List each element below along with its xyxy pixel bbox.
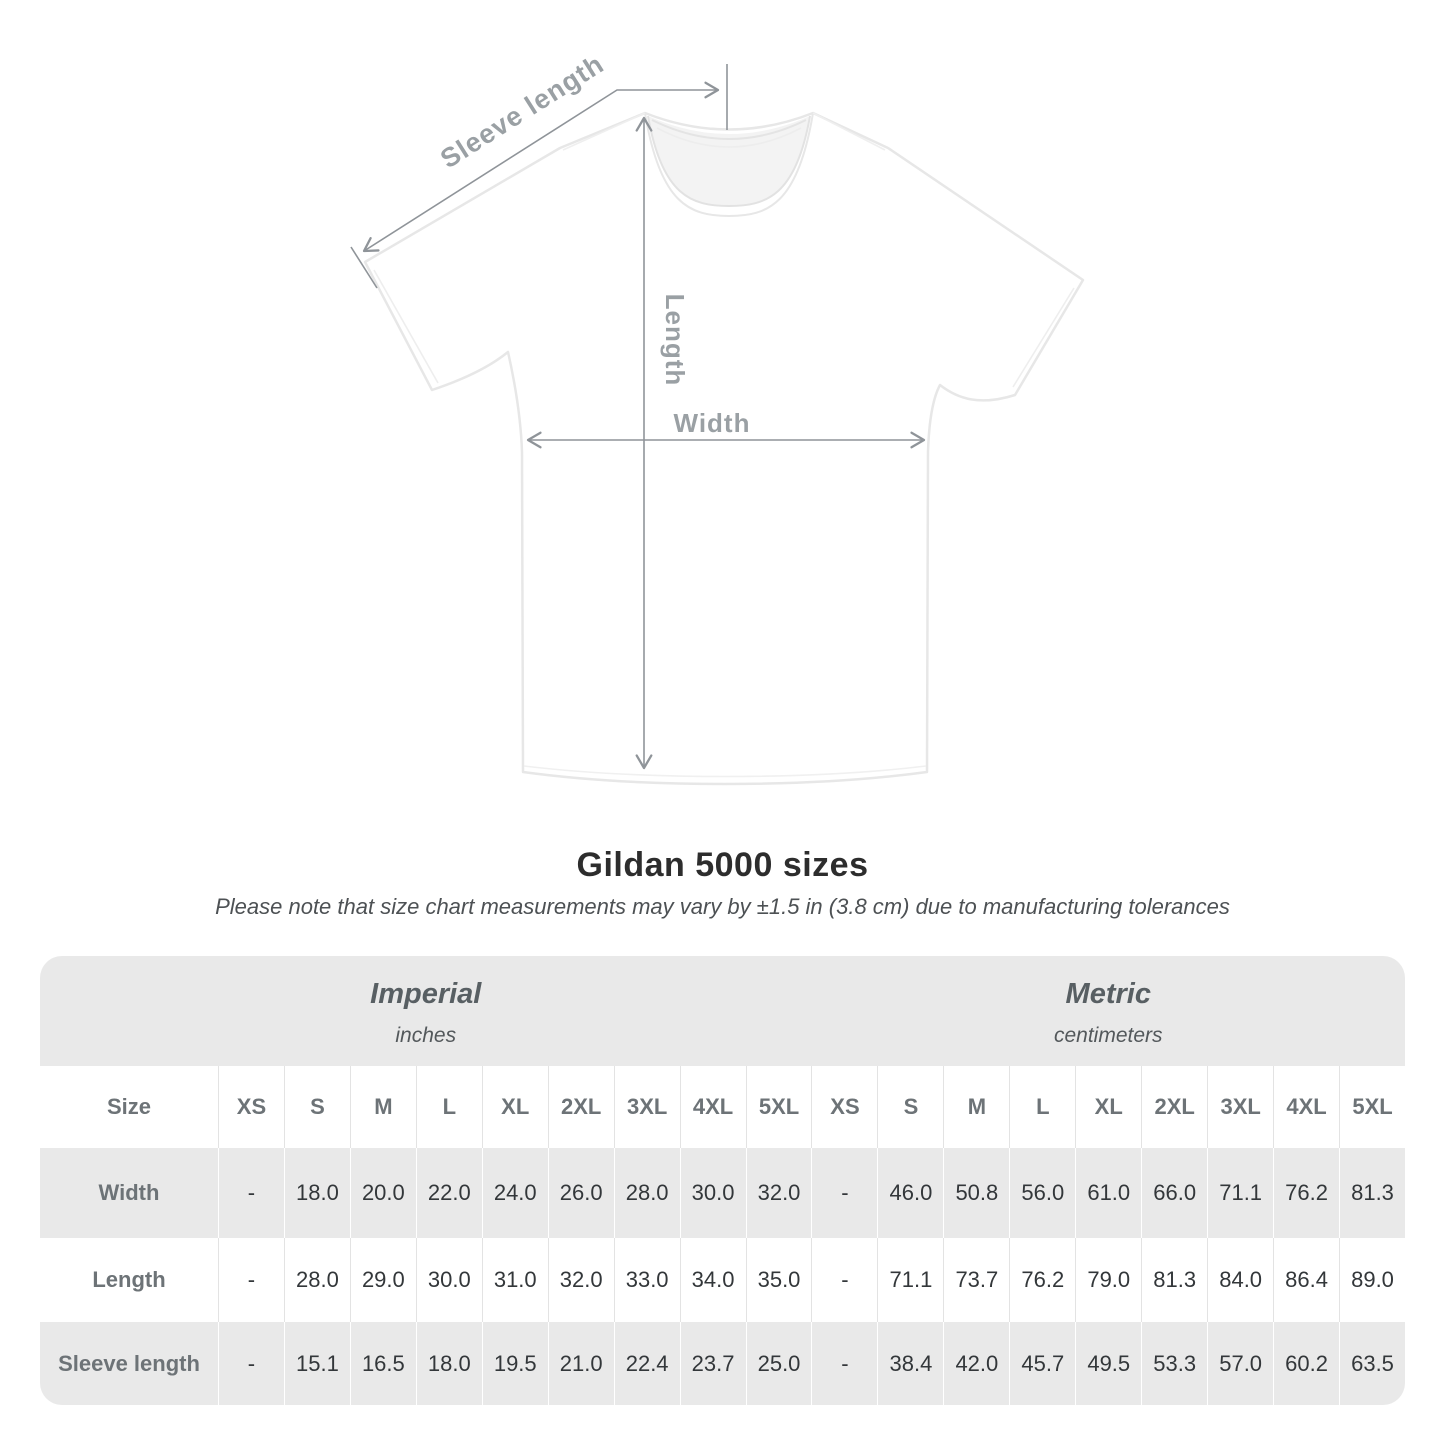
measurement-cell-metric: 71.1 (877, 1238, 944, 1322)
size-header-imperial: 3XL (613, 1066, 680, 1148)
measurement-cell-metric: 46.0 (877, 1148, 944, 1238)
imperial-label: Imperial (370, 978, 482, 1010)
sleeve-length-arrow (350, 64, 728, 289)
measurement-cell-metric: 42.0 (943, 1322, 1010, 1405)
size-header-imperial: L (415, 1066, 482, 1148)
measurement-cell-imperial: 22.4 (613, 1322, 680, 1405)
row-label: Width (40, 1148, 218, 1238)
measurement-cell-metric: 71.1 (1207, 1148, 1274, 1238)
size-header-imperial: 4XL (679, 1066, 746, 1148)
measurement-cell-imperial: 21.0 (547, 1322, 614, 1405)
measurement-cell-metric: - (811, 1322, 878, 1405)
measurement-cell-imperial: 35.0 (745, 1238, 812, 1322)
measurement-cell-metric: 89.0 (1339, 1238, 1405, 1322)
measurement-cell-metric: 81.3 (1141, 1238, 1208, 1322)
measurement-cell-imperial: 28.0 (613, 1148, 680, 1238)
measurement-cell-imperial: 28.0 (283, 1238, 350, 1322)
tshirt-measurement-diagram: Sleeve length Length Width (350, 49, 1085, 786)
measurement-cell-imperial: 18.0 (415, 1322, 482, 1405)
size-header-metric: 5XL (1339, 1066, 1405, 1148)
size-header-metric: 4XL (1273, 1066, 1340, 1148)
measurement-cell-metric: 56.0 (1009, 1148, 1076, 1238)
measurement-cell-imperial: 29.0 (349, 1238, 416, 1322)
size-header-imperial: XS (218, 1066, 284, 1148)
measurement-cell-imperial: 19.5 (481, 1322, 548, 1405)
measurement-cell-metric: 63.5 (1339, 1322, 1405, 1405)
page-title: Gildan 5000 sizes (576, 846, 869, 884)
size-table: Imperial inches Metric centimeters Size X… (40, 956, 1405, 1405)
measurement-cell-imperial: 30.0 (679, 1148, 746, 1238)
measurement-cell-imperial: 20.0 (349, 1148, 416, 1238)
measurement-cell-imperial: 34.0 (679, 1238, 746, 1322)
row-label: Length (40, 1238, 218, 1322)
size-header-metric: M (943, 1066, 1010, 1148)
length-label: Length (660, 294, 690, 387)
imperial-unit: inches (395, 1024, 457, 1047)
measurement-cell-imperial: - (218, 1148, 284, 1238)
size-header-metric: S (877, 1066, 944, 1148)
row-label: Sleeve length (40, 1322, 218, 1405)
metric-label: Metric (1065, 978, 1151, 1010)
measurement-cell-metric: 79.0 (1075, 1238, 1142, 1322)
measurement-cell-metric: 81.3 (1339, 1148, 1405, 1238)
size-column-header: Size (40, 1066, 218, 1148)
size-header-metric: 2XL (1141, 1066, 1208, 1148)
measurement-grid: Size XS S M L XL 2XL 3XL 4XL 5XL XS S M L XL 2XL 3XL 4XL 5… (40, 1066, 1405, 1405)
measurement-cell-imperial: 32.0 (547, 1238, 614, 1322)
measurement-cell-imperial: 31.0 (481, 1238, 548, 1322)
cuff-extension-tick (350, 246, 378, 289)
measurement-cell-metric: 66.0 (1141, 1148, 1208, 1238)
unit-header-row: Imperial inches Metric centimeters (40, 956, 1405, 1066)
measurement-cell-metric: - (811, 1238, 878, 1322)
measurement-cell-imperial: 26.0 (547, 1148, 614, 1238)
measurement-cell-metric: 86.4 (1273, 1238, 1340, 1322)
measurement-cell-metric: 38.4 (877, 1322, 944, 1405)
measurement-cell-imperial: 30.0 (415, 1238, 482, 1322)
tolerance-note: Please note that size chart measurements… (215, 894, 1230, 919)
measurement-cell-imperial: 33.0 (613, 1238, 680, 1322)
measurement-cell-metric: 61.0 (1075, 1148, 1142, 1238)
tshirt-graphic (363, 111, 1085, 786)
measurement-cell-metric: 49.5 (1075, 1322, 1142, 1405)
measurement-cell-imperial: 16.5 (349, 1322, 416, 1405)
size-header-metric: L (1009, 1066, 1076, 1148)
measurement-cell-imperial: 24.0 (481, 1148, 548, 1238)
measurement-cell-metric: 45.7 (1009, 1322, 1076, 1405)
measurement-cell-metric: 76.2 (1273, 1148, 1340, 1238)
measurement-cell-imperial: 23.7 (679, 1322, 746, 1405)
measurement-cell-imperial: - (218, 1322, 284, 1405)
measurement-cell-imperial: - (218, 1238, 284, 1322)
metric-header: Metric centimeters (812, 956, 1406, 1066)
width-label: Width (674, 408, 751, 438)
size-header-metric: XL (1075, 1066, 1142, 1148)
measurement-cell-imperial: 15.1 (283, 1322, 350, 1405)
size-header-imperial: 2XL (547, 1066, 614, 1148)
measurement-cell-metric: 60.2 (1273, 1322, 1340, 1405)
measurement-cell-metric: 57.0 (1207, 1322, 1274, 1405)
measurement-cell-metric: 84.0 (1207, 1238, 1274, 1322)
measurement-cell-imperial: 18.0 (283, 1148, 350, 1238)
measurement-cell-metric: 50.8 (943, 1148, 1010, 1238)
size-header-metric: XS (811, 1066, 878, 1148)
measurement-cell-metric: 76.2 (1009, 1238, 1076, 1322)
measurement-cell-metric: 73.7 (943, 1238, 1010, 1322)
size-header-imperial: 5XL (745, 1066, 812, 1148)
measurement-cell-imperial: 32.0 (745, 1148, 812, 1238)
size-header-imperial: M (349, 1066, 416, 1148)
measurement-cell-imperial: 22.0 (415, 1148, 482, 1238)
size-header-imperial: XL (481, 1066, 548, 1148)
size-header-metric: 3XL (1207, 1066, 1274, 1148)
imperial-header: Imperial inches (40, 956, 812, 1066)
measurement-cell-metric: 53.3 (1141, 1322, 1208, 1405)
size-header-imperial: S (283, 1066, 350, 1148)
measurement-cell-metric: - (811, 1148, 878, 1238)
metric-unit: centimeters (1053, 1024, 1163, 1047)
measurement-cell-imperial: 25.0 (745, 1322, 812, 1405)
